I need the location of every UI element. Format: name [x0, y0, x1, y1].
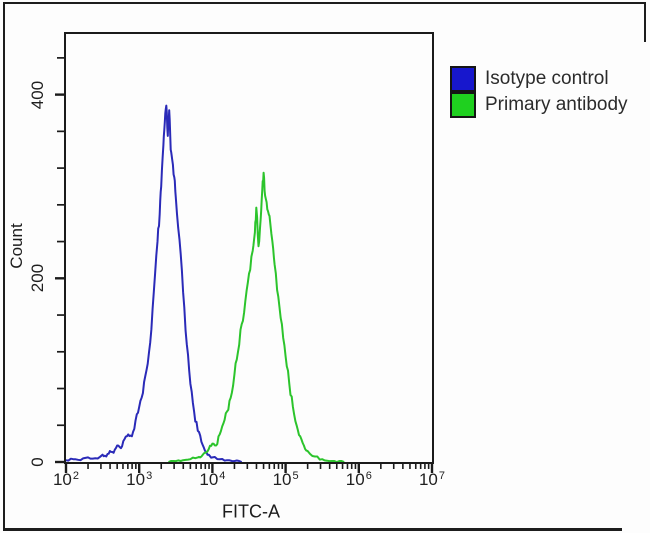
x-tick-label-1e3: 103 [126, 470, 153, 489]
x-tick-label-1e7: 107 [418, 470, 446, 489]
figure-border-right [644, 2, 646, 42]
y-tick-label-400: 400 [28, 80, 47, 109]
x-tick-label-1e4: 104 [199, 470, 226, 489]
x-tick-label-1e5: 105 [272, 470, 299, 489]
legend-swatch-icon [450, 66, 476, 92]
curve-primary-antibody [168, 171, 345, 462]
y-tick-label-200: 200 [28, 264, 47, 293]
y-axis-title: Count [7, 223, 26, 269]
x-tick-label-1e2: 102 [52, 470, 80, 489]
x-tick-label-1e6: 106 [345, 470, 372, 489]
histogram-curves-svg [66, 104, 345, 462]
figure-border-top [3, 2, 646, 4]
legend-swatch-icon [450, 92, 476, 118]
legend-item: Isotype control [450, 66, 628, 92]
legend-label: Primary antibody [485, 94, 628, 115]
figure-border-bottom [3, 528, 622, 531]
x-axis-title: FITC-A [222, 501, 280, 522]
legend: Isotype control Primary antibody [450, 66, 628, 118]
curve-isotype-control [66, 104, 243, 462]
figure-border-left [3, 2, 5, 531]
legend-label: Isotype control [485, 68, 609, 89]
plot-frame [64, 32, 434, 464]
legend-item: Primary antibody [450, 92, 628, 118]
y-tick-label-0: 0 [28, 457, 47, 467]
